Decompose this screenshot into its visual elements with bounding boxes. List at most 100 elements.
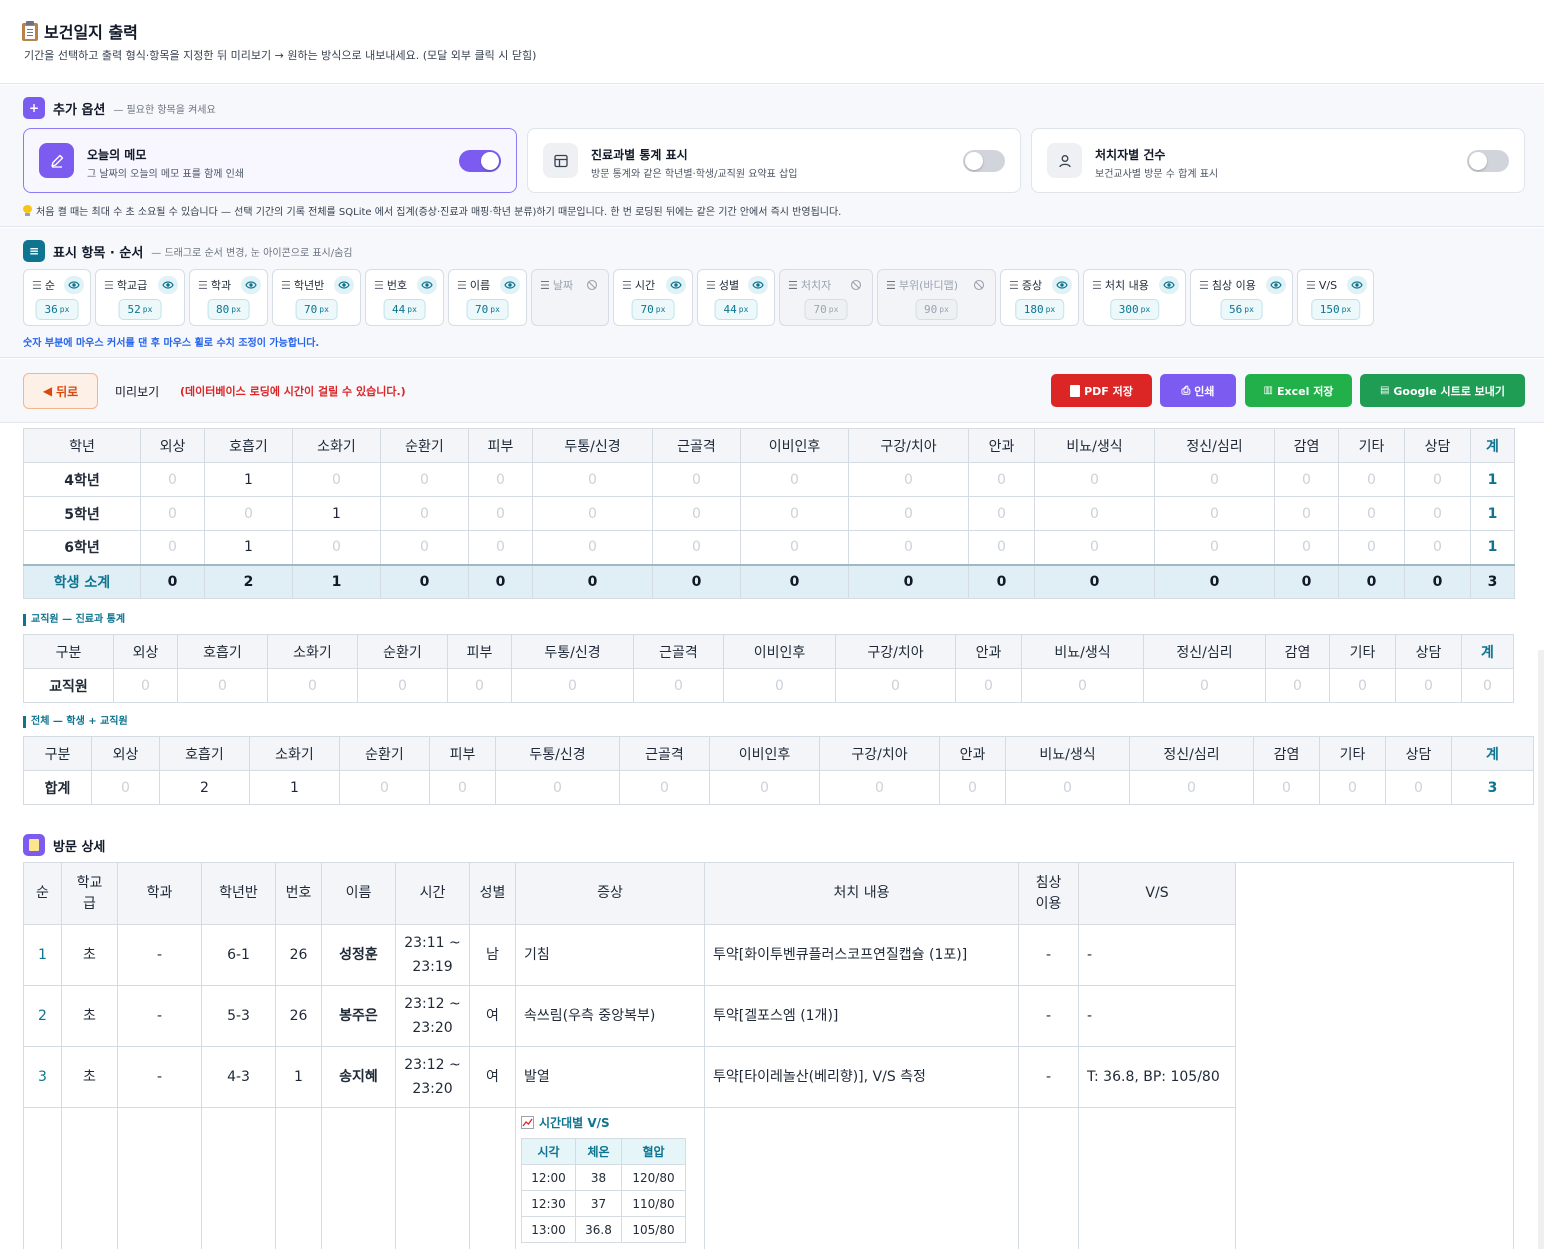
drag-handle-icon[interactable]: ☰ <box>622 278 632 292</box>
eye-icon[interactable] <box>1347 276 1367 294</box>
stat-cell: 0 <box>532 462 653 497</box>
column-width-input[interactable]: 80 px <box>207 299 250 320</box>
option-card-dept-stats[interactable]: 진료과별 통계 표시 방문 통계와 같은 학년별·학생/교직원 요약표 삽입 <box>527 128 1021 193</box>
google-sheets-button[interactable]: ▤ Google 시트로 보내기 <box>1360 374 1525 407</box>
stat-cell: 0 <box>140 563 205 599</box>
eye-icon[interactable] <box>500 276 520 294</box>
eye-off-icon[interactable] <box>969 276 989 294</box>
memo-toggle[interactable] <box>459 150 501 172</box>
column-width-input[interactable]: 180 px <box>1014 299 1065 320</box>
stat-cell: 0 <box>380 563 469 599</box>
header-cell: 호흡기 <box>159 736 250 771</box>
back-button[interactable]: ◀ 뒤로 <box>23 373 98 409</box>
column-chip-top: ☰ 학교급 <box>104 276 178 294</box>
column-width-value: 52 <box>127 303 141 316</box>
print-button[interactable]: ⎙ 인쇄 <box>1160 374 1236 407</box>
per-handler-toggle[interactable] <box>1467 150 1509 172</box>
column-chip[interactable]: ☰ V/S 150 px <box>1297 269 1374 326</box>
vs-cell: 37 <box>575 1190 622 1217</box>
eye-icon[interactable] <box>158 276 178 294</box>
column-chip[interactable]: ☰ 이름 70 px <box>448 269 527 326</box>
eye-icon[interactable] <box>64 276 84 294</box>
column-chip[interactable]: ☰ 처치자 70 px <box>779 269 873 326</box>
column-width-value: 80 <box>216 303 230 316</box>
column-width-input[interactable]: 300 px <box>1109 299 1160 320</box>
column-chip-top: ☰ 처치자 <box>788 276 866 294</box>
column-chip[interactable]: ☰ 시간 70 px <box>613 269 693 326</box>
eye-icon[interactable] <box>1159 276 1179 294</box>
eye-off-icon[interactable] <box>582 276 602 294</box>
stat-cell: 0 <box>1338 530 1405 565</box>
stat-cell: 0 <box>140 496 205 531</box>
scrollbar[interactable] <box>1538 650 1544 1249</box>
drag-handle-icon[interactable]: ☰ <box>540 278 550 292</box>
column-width-input[interactable]: 70 px <box>466 299 509 320</box>
cell-text: 여 <box>486 1069 499 1085</box>
drag-handle-icon[interactable]: ☰ <box>706 278 716 292</box>
column-chip[interactable]: ☰ 처치 내용 300 px <box>1083 269 1186 326</box>
drag-handle-icon[interactable]: ☰ <box>1199 278 1209 292</box>
dept-stats-toggle[interactable] <box>963 150 1005 172</box>
eye-icon[interactable] <box>1052 276 1072 294</box>
header-cell: 학년 <box>23 428 141 463</box>
stat-cell: 0 <box>968 496 1035 531</box>
drag-handle-icon[interactable]: ☰ <box>886 278 896 292</box>
drag-handle-icon[interactable]: ☰ <box>104 278 114 292</box>
column-width-input[interactable]: 70 px <box>631 299 675 320</box>
eye-off-icon[interactable] <box>846 276 866 294</box>
column-chip[interactable]: ☰ 학교급 52 px <box>95 269 185 326</box>
column-width-input[interactable]: 52 px <box>118 299 162 320</box>
drag-handle-icon[interactable]: ☰ <box>374 278 384 292</box>
column-width-input[interactable]: 70 px <box>295 299 338 320</box>
eye-icon[interactable] <box>1266 276 1286 294</box>
column-width-input[interactable]: 56 px <box>1220 299 1263 320</box>
column-chip[interactable]: ☰ 증상 180 px <box>1000 269 1079 326</box>
header-cell: 순환기 <box>380 428 469 463</box>
column-width-input[interactable]: 44 px <box>714 299 758 320</box>
column-chip[interactable]: ☰ 학과 80 px <box>189 269 268 326</box>
option-card-memo[interactable]: 오늘의 메모 그 날짜의 오늘의 메모 표를 함께 인쇄 <box>23 128 517 193</box>
column-chip[interactable]: ☰ 침상 이용 56 px <box>1190 269 1293 326</box>
drag-handle-icon[interactable]: ☰ <box>1306 278 1316 292</box>
table-header-row: 구분 외상 호흡기 소화기 순환기 피부 두통/신경 근골격 이비인후 구강/치아 안과 비뇨/생식 정… <box>23 736 1534 771</box>
drag-handle-icon[interactable]: ☰ <box>1092 278 1102 292</box>
drag-handle-icon[interactable]: ☰ <box>281 278 291 292</box>
column-chip[interactable]: ☰ 번호 44 px <box>365 269 444 326</box>
column-chip[interactable]: ☰ 학년반 70 px <box>272 269 361 326</box>
cell-name: 성정훈 <box>321 924 396 986</box>
column-width-input[interactable]: 70 px <box>804 299 848 320</box>
cell-text: - <box>156 1069 163 1085</box>
column-chip[interactable]: ☰ 순 36 px <box>23 269 91 326</box>
cell-level: 초 <box>61 1046 118 1108</box>
column-width-value: 56 <box>1229 303 1243 316</box>
stat-cell: 0 <box>740 496 849 531</box>
option-card-per-handler[interactable]: 처치자별 건수 보건교사별 방문 수 합계 표시 <box>1031 128 1525 193</box>
drag-handle-icon[interactable]: ☰ <box>457 278 467 292</box>
stat-cell: 0 <box>380 496 469 531</box>
pdf-save-button[interactable]: PDF 저장 <box>1051 374 1152 407</box>
column-chip-label: 이름 <box>469 279 491 292</box>
list-icon: ≡ <box>23 240 45 262</box>
column-width-input[interactable]: 90 px <box>915 299 958 320</box>
column-chip[interactable]: ☰ 부위(바디맵) 90 px <box>877 269 996 326</box>
drag-handle-icon[interactable]: ☰ <box>32 278 42 292</box>
column-chip-top: ☰ 증상 <box>1009 276 1072 294</box>
header-text: 급 <box>83 895 96 912</box>
drag-handle-icon[interactable]: ☰ <box>788 278 798 292</box>
eye-icon[interactable] <box>748 276 768 294</box>
eye-icon[interactable] <box>417 276 437 294</box>
drag-handle-icon[interactable]: ☰ <box>198 278 208 292</box>
header-cell: 순 <box>23 862 62 925</box>
column-width-input[interactable]: 44 px <box>383 299 426 320</box>
eye-icon[interactable] <box>241 276 261 294</box>
row-label: 5학년 <box>23 496 141 531</box>
eye-icon[interactable] <box>334 276 354 294</box>
eye-icon[interactable] <box>666 276 686 294</box>
column-width-input[interactable]: 36 px <box>35 299 79 320</box>
column-width-input[interactable]: 150 px <box>1310 299 1361 320</box>
column-chip[interactable]: ☰ 날짜 <box>531 269 609 326</box>
stat-cell: 1 <box>292 563 381 599</box>
column-chip[interactable]: ☰ 성별 44 px <box>697 269 775 326</box>
excel-save-button[interactable]: ▥ Excel 저장 <box>1245 374 1352 407</box>
drag-handle-icon[interactable]: ☰ <box>1009 278 1019 292</box>
